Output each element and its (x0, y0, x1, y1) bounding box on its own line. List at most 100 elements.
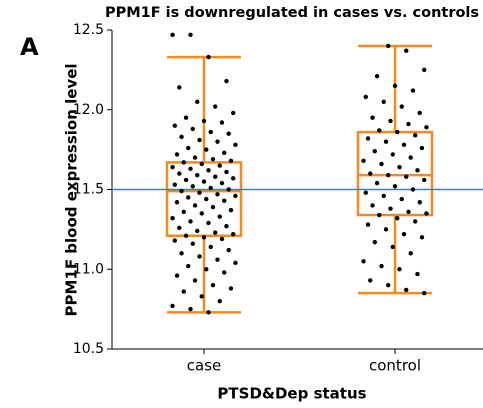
data-point (222, 198, 227, 203)
data-point (190, 126, 195, 132)
data-point (172, 182, 177, 187)
data-point (424, 211, 429, 216)
y-tick-label: 12.5 (73, 22, 104, 38)
data-point (213, 104, 218, 109)
data-point (224, 78, 229, 84)
data-point (174, 273, 180, 278)
data-point (381, 193, 386, 199)
x-axis-title: PTSD&Dep status (217, 385, 366, 403)
data-point (219, 236, 225, 242)
data-point (233, 142, 238, 148)
data-point (183, 233, 189, 238)
data-point (390, 244, 395, 250)
data-point (368, 171, 373, 176)
data-point (401, 142, 407, 148)
data-point (404, 174, 409, 179)
data-point (210, 283, 216, 288)
data-point (388, 206, 393, 211)
data-point (224, 223, 229, 229)
data-point (177, 171, 182, 176)
data-point (197, 137, 202, 143)
data-point (372, 149, 377, 154)
data-point (204, 196, 209, 202)
data-point (228, 286, 234, 291)
data-point (206, 54, 211, 60)
data-point (395, 129, 400, 135)
data-point (219, 120, 225, 125)
data-point (174, 200, 180, 205)
data-point (231, 110, 236, 116)
data-point (213, 230, 218, 235)
data-point (231, 176, 236, 181)
y-tick-label: 11.5 (73, 182, 104, 198)
data-point (379, 161, 384, 167)
data-point (177, 85, 182, 90)
data-point (226, 247, 231, 253)
data-point (424, 125, 429, 130)
data-point (197, 190, 202, 195)
data-point (419, 145, 425, 151)
data-point (392, 184, 398, 189)
data-point (170, 32, 175, 37)
data-point (215, 139, 220, 144)
data-point (377, 128, 382, 133)
data-point (174, 152, 180, 157)
data-point (392, 83, 398, 89)
data-point (201, 118, 207, 124)
data-point (413, 219, 418, 224)
data-point (417, 200, 422, 205)
data-point (388, 118, 393, 124)
y-tick-label: 10.5 (73, 341, 104, 357)
data-point (213, 174, 218, 179)
data-point (192, 278, 198, 283)
data-point (188, 306, 193, 312)
data-point (374, 74, 380, 79)
data-point (415, 168, 420, 173)
data-point (190, 241, 195, 246)
data-point (361, 158, 366, 163)
data-point (415, 271, 420, 277)
data-point (377, 212, 382, 218)
data-point (199, 211, 204, 216)
data-point (210, 204, 216, 210)
data-point (199, 161, 204, 167)
data-point (372, 239, 377, 245)
data-point (215, 192, 220, 197)
data-point (365, 222, 371, 227)
chart-title: PPM1F is downregulated in cases vs. cont… (105, 5, 479, 21)
data-point (228, 208, 234, 213)
data-point (210, 156, 216, 162)
data-point (422, 290, 427, 296)
data-point (422, 177, 427, 183)
data-point (206, 310, 211, 315)
box (356, 130, 434, 217)
data-point (190, 184, 195, 189)
data-point (422, 67, 427, 73)
data-point (183, 115, 189, 120)
data-point (179, 188, 184, 194)
data-point (386, 43, 391, 49)
data-point (219, 180, 225, 186)
data-point (170, 164, 175, 170)
data-point (383, 227, 389, 232)
data-point (195, 99, 200, 104)
data-point (397, 164, 402, 170)
data-point (172, 123, 177, 128)
x-tick-label: control (369, 357, 421, 375)
data-point (374, 180, 380, 186)
data-point (201, 235, 207, 240)
data-point (406, 121, 411, 127)
data-point (222, 150, 227, 156)
data-point (206, 168, 211, 173)
data-point (188, 166, 193, 171)
data-point (179, 134, 184, 140)
data-point (233, 193, 238, 199)
data-point (417, 110, 422, 116)
data-point (404, 287, 409, 293)
data-point (215, 257, 220, 262)
data-point (188, 32, 193, 37)
data-point (217, 298, 222, 304)
data-point (197, 254, 202, 259)
data-point (381, 99, 386, 104)
data-point (181, 289, 186, 294)
